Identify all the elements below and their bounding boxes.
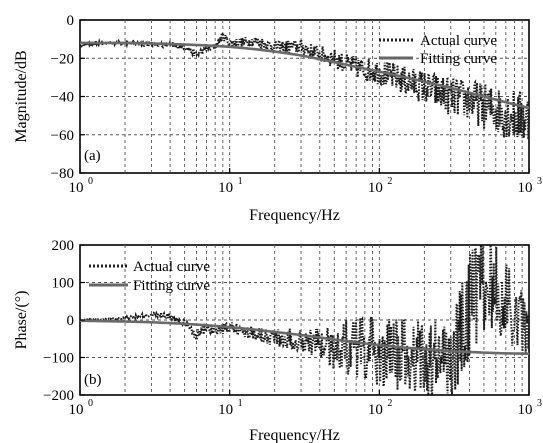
x-axis-title-phase: Frequency/Hz (249, 427, 340, 443)
x-tick-label: 10 (69, 402, 84, 418)
y-tick-label: −20 (51, 51, 74, 67)
series-line-actual (79, 244, 530, 396)
y-tick-label: −200 (43, 388, 74, 404)
y-tick-label: −40 (51, 90, 74, 106)
series-line-fitting (80, 41, 530, 110)
y-axis-title-magnitude: Magnitude/dB (13, 50, 30, 142)
x-tick-label: 10 (218, 180, 233, 196)
x-tick-label: 10 (518, 402, 533, 418)
x-tick-label: 10 (368, 180, 383, 196)
x-tick-exponent: 2 (387, 176, 392, 187)
x-tick-label: 10 (368, 402, 383, 418)
y-tick-label: −100 (43, 351, 74, 367)
legend-magnitude: Actual curve Fitting curve (379, 33, 497, 67)
y-tick-label: −80 (51, 166, 74, 182)
legend-label-fitting-phase: Fitting curve (133, 278, 210, 294)
y-tick-label: 200 (52, 238, 75, 254)
x-tick-exponent: 1 (238, 176, 243, 187)
x-axis-title-magnitude: Frequency/Hz (249, 207, 340, 224)
grid-phase (80, 245, 529, 395)
y-tick-label: 100 (52, 276, 75, 292)
legend-phase: Actual curve Fitting curve (89, 259, 210, 294)
y-tick-label: 0 (67, 13, 75, 29)
y-tick-label: −60 (51, 128, 74, 144)
series-line-fitting (79, 319, 530, 356)
y-tick-label: 0 (67, 313, 75, 329)
x-tick-exponent: 2 (387, 398, 392, 409)
panel-label-b: (b) (84, 372, 102, 388)
series-phase (79, 244, 530, 396)
legend-label-fitting-magnitude: Fitting curve (420, 51, 497, 67)
x-tick-exponent: 3 (537, 176, 542, 187)
x-tick-label: 10 (69, 180, 84, 196)
legend-label-actual-phase: Actual curve (133, 259, 210, 275)
x-tick-label: 10 (518, 180, 533, 196)
x-tick-exponent: 0 (88, 176, 93, 187)
panel-label-a: (a) (84, 148, 101, 164)
y-axis-title-phase: Phase/(°) (13, 291, 30, 350)
legend-label-actual-magnitude: Actual curve (420, 33, 497, 49)
x-tick-exponent: 3 (537, 398, 542, 409)
x-tick-label: 10 (218, 402, 233, 418)
x-tick-exponent: 1 (238, 398, 243, 409)
series-magnitude (79, 29, 530, 140)
x-tick-exponent: 0 (88, 398, 93, 409)
